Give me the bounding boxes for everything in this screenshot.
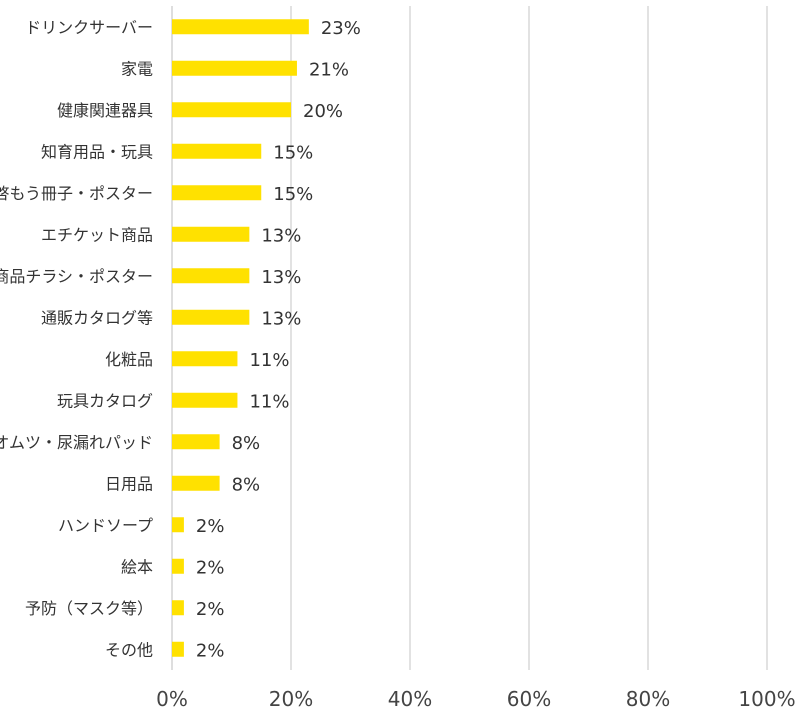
x-tick-label: 100% — [738, 687, 795, 711]
bar — [172, 392, 238, 408]
bar — [172, 517, 184, 533]
category-label: 知育用品・玩具 — [41, 142, 153, 161]
category-label: 絵本 — [121, 557, 153, 576]
data-label: 23% — [321, 18, 361, 39]
x-tick-label: 80% — [626, 687, 670, 711]
bar — [172, 143, 262, 159]
value-labels: 23% 21% 20% 15% 15% 13% 13% 13% 11% 11% 8% 8% 2% 2% 2%… — [196, 18, 361, 662]
category-label: 化粧品 — [105, 350, 153, 369]
category-label: ドリンクサーバー — [25, 18, 153, 37]
bar — [172, 102, 291, 118]
data-label: 2% — [196, 557, 225, 578]
data-label: 13% — [261, 225, 301, 246]
bar — [172, 641, 184, 657]
bar — [172, 558, 184, 574]
bar — [172, 226, 250, 242]
data-label: 20% — [303, 101, 343, 122]
category-label: その他 — [105, 640, 153, 659]
data-label: 13% — [261, 308, 301, 329]
category-label: ハンドソープ — [58, 516, 153, 535]
category-label: エチケット商品 — [41, 225, 153, 244]
x-tick-label: 0% — [156, 687, 188, 711]
data-label: 15% — [273, 142, 313, 163]
data-label: 11% — [249, 391, 289, 412]
x-tick-labels: 0% 20% 40% 60% 80% 100% — [156, 687, 795, 711]
category-label: 日用品 — [105, 474, 153, 493]
category-labels: ドリンクサーバー家電健康関連器具知育用品・玩具啓もう冊子・ポスターエチケット商品… — [0, 18, 153, 660]
bar — [172, 475, 220, 491]
category-label: 健康関連器具 — [57, 101, 153, 120]
data-label: 15% — [273, 184, 313, 205]
bar — [172, 185, 262, 201]
x-tick-label: 40% — [388, 687, 432, 711]
bar — [172, 309, 250, 325]
data-label: 2% — [196, 640, 225, 661]
category-label: 予防（マスク等） — [25, 599, 153, 618]
category-label: 玩具カタログ — [57, 391, 153, 410]
bars — [172, 19, 309, 657]
category-label: 啓もう冊子・ポスター — [0, 184, 153, 203]
data-label: 13% — [261, 267, 301, 288]
data-label: 2% — [196, 599, 225, 620]
bar — [172, 351, 238, 367]
data-label: 8% — [232, 474, 261, 495]
bar — [172, 434, 220, 450]
bar — [172, 19, 309, 35]
category-label: オムツ・尿漏れパッド — [0, 433, 153, 452]
category-label: 商品チラシ・ポスター — [0, 267, 153, 286]
bar — [172, 268, 250, 284]
x-tick-label: 20% — [269, 687, 313, 711]
bar — [172, 600, 184, 616]
category-label: 家電 — [121, 59, 153, 78]
data-label: 11% — [249, 350, 289, 371]
x-tick-label: 60% — [507, 687, 551, 711]
data-label: 21% — [309, 59, 349, 80]
data-label: 2% — [196, 516, 225, 537]
category-label: 通販カタログ等 — [41, 308, 153, 327]
data-label: 8% — [232, 433, 261, 454]
bar — [172, 60, 297, 76]
